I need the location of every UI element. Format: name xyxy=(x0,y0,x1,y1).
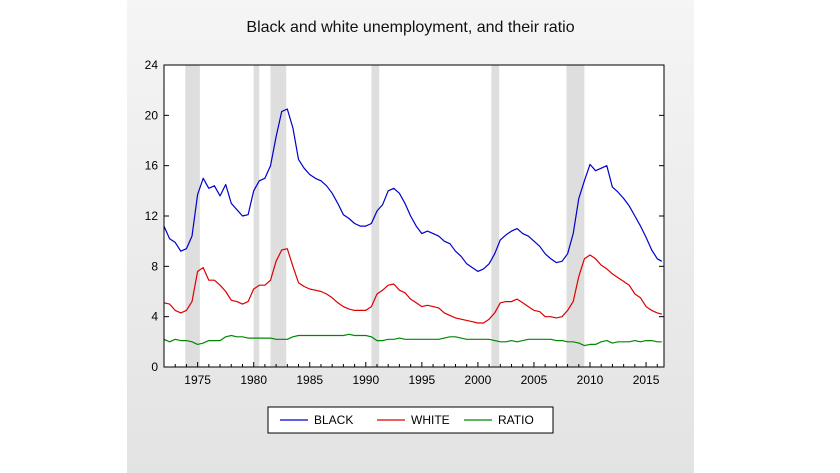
x-axis: 1975 1980 1985 1990 1995 2000 2005 2010 2015 xyxy=(163,362,660,387)
series-lines xyxy=(163,108,663,347)
legend-box xyxy=(267,406,554,434)
y-tick-label: 24 xyxy=(145,58,159,72)
chart-title: Black and white unemployment, and their … xyxy=(246,19,575,36)
x-tick-label: 1985 xyxy=(296,373,323,387)
legend-label-black: BLACK xyxy=(314,413,353,427)
x-tick-label: 2000 xyxy=(465,373,492,387)
legend-label-white: WHITE xyxy=(411,413,450,427)
recession-band-4 xyxy=(491,65,500,367)
legend-label-ratio: RATIO xyxy=(498,413,534,427)
y-tick-label: 0 xyxy=(151,360,158,374)
y-axis: 0 4 8 12 16 20 24 xyxy=(145,58,664,374)
series-line-ratio xyxy=(163,333,662,347)
y-tick-label: 12 xyxy=(145,209,159,223)
x-tick-label: 1980 xyxy=(240,373,267,387)
x-tick-label: 2010 xyxy=(577,373,604,387)
legend: BLACK WHITE RATIO xyxy=(267,406,554,434)
recession-band-1 xyxy=(253,65,260,367)
y-tick-label: 4 xyxy=(151,310,158,324)
x-tick-label: 1975 xyxy=(184,373,211,387)
x-tick-label: 1990 xyxy=(352,373,379,387)
x-tick-label: 2005 xyxy=(521,373,548,387)
x-tick-label: 2015 xyxy=(633,373,660,387)
recession-band-2 xyxy=(270,65,287,367)
y-tick-label: 20 xyxy=(145,108,159,122)
series-line-white xyxy=(163,248,662,324)
y-tick-label: 16 xyxy=(145,159,159,173)
recession-band-0 xyxy=(185,65,200,367)
x-tick-label: 1995 xyxy=(408,373,435,387)
plot-area xyxy=(163,64,665,368)
series-line-black xyxy=(163,108,663,272)
y-tick-label: 8 xyxy=(151,259,158,273)
